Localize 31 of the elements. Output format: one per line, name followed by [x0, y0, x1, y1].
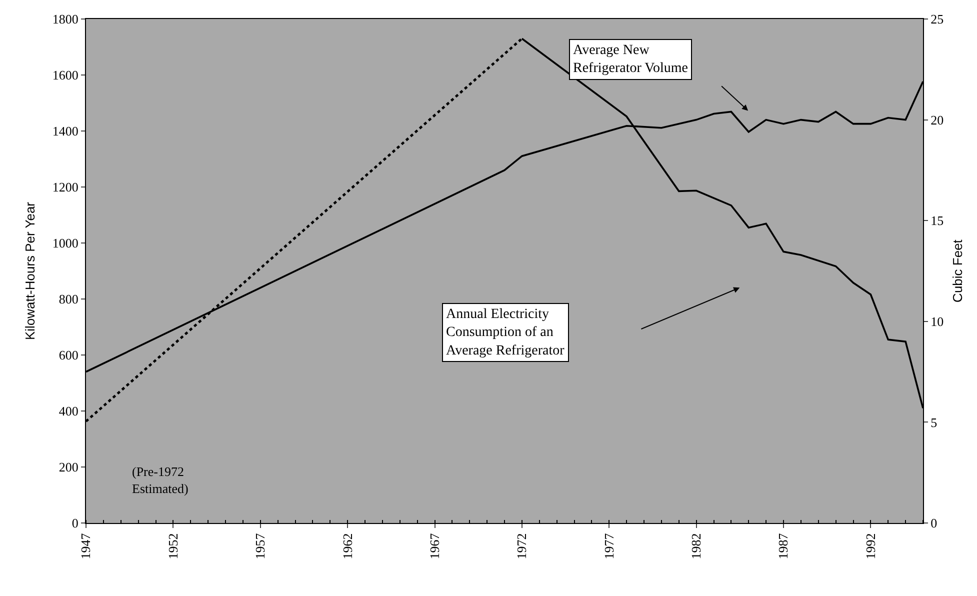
y2-tick-label: 15 — [930, 213, 944, 228]
y-tick-label: 1800 — [52, 12, 78, 27]
y-tick-label: 200 — [58, 460, 78, 475]
annotation: (Pre-1972 Estimated) — [132, 464, 188, 496]
x-tick-label: 1987 — [776, 532, 791, 560]
y-tick-label: 1400 — [52, 124, 78, 139]
annotation: Annual Electricity Consumption of an Average Refrigerator — [446, 307, 565, 358]
x-tick-label: 1957 — [252, 532, 268, 560]
x-tick-label: 1982 — [688, 533, 704, 560]
y2-tick-label: 5 — [930, 414, 938, 430]
x-tick-label: 1977 — [601, 532, 616, 560]
x-tick-label: 1972 — [514, 533, 530, 560]
y2-axis-title: Cubic Feet — [950, 239, 966, 302]
y-axis-title: Kilowatt-Hours Per Year — [22, 201, 38, 340]
y-tick-label: 1200 — [52, 180, 78, 195]
x-tick-label: 1992 — [862, 533, 878, 560]
y-tick-label: 0 — [72, 516, 78, 531]
y-tick-label: 600 — [58, 348, 78, 363]
y2-tick-label: 0 — [930, 516, 938, 531]
x-tick-label: 1952 — [165, 533, 180, 560]
x-tick-label: 1947 — [78, 532, 94, 560]
y2-tick-label: 20 — [930, 112, 944, 128]
y-tick-label: 1600 — [52, 68, 78, 83]
x-tick-label: 1967 — [426, 532, 442, 560]
y2-tick-label: 10 — [930, 314, 944, 329]
y-tick-label: 400 — [58, 404, 78, 419]
y-tick-label: 1000 — [52, 236, 78, 251]
annotation: Average New Refrigerator Volume — [573, 43, 688, 76]
y2-tick-label: 25 — [930, 12, 944, 27]
x-tick-label: 1962 — [340, 533, 355, 560]
y-tick-label: 800 — [58, 292, 78, 307]
